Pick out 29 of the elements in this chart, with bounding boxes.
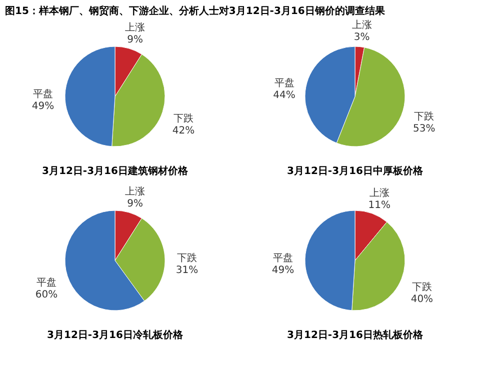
slice-label: 上涨 — [125, 21, 146, 34]
slice-label: 下跌 — [414, 110, 434, 123]
data-label: 3% — [354, 32, 370, 43]
data-label: 9% — [127, 34, 144, 46]
data-label: 42% — [172, 126, 195, 137]
data-label: 49% — [32, 101, 54, 112]
slice-label: 上涨 — [369, 186, 390, 199]
data-label: 53% — [413, 124, 436, 135]
text: 3月12日-3月16日建筑钢材价格 — [42, 165, 189, 177]
data-label: 31% — [176, 265, 198, 276]
slice-label: 上涨 — [352, 18, 372, 31]
slice-label: 平盘 — [36, 276, 57, 289]
slice-label: 上涨 — [125, 185, 146, 198]
chart-title: 图15：样本钢厂、钢贸商、下游企业、分析人士对3月12日-3月16日钢价的调查结果 — [5, 4, 386, 17]
slice-label: 平盘 — [273, 252, 294, 264]
text: 3月12日-3月16日中厚板价格 — [287, 165, 424, 177]
data-label: 44% — [273, 90, 296, 102]
text: 3月12日-3月16日热轧板价格 — [287, 329, 424, 341]
slice-label: 下跌 — [173, 112, 194, 125]
data-label: 49% — [272, 265, 294, 276]
text: 3月12日-3月16日冷轧板价格 — [47, 329, 184, 341]
slice-label: 平盘 — [33, 88, 54, 100]
data-label: 9% — [127, 198, 144, 210]
slice-label: 平盘 — [274, 77, 294, 90]
data-label: 11% — [368, 200, 391, 211]
slice-label: 下跌 — [176, 252, 197, 264]
data-label: 40% — [410, 294, 434, 306]
slice-label: 下跌 — [412, 281, 432, 294]
data-label: 60% — [35, 290, 58, 301]
